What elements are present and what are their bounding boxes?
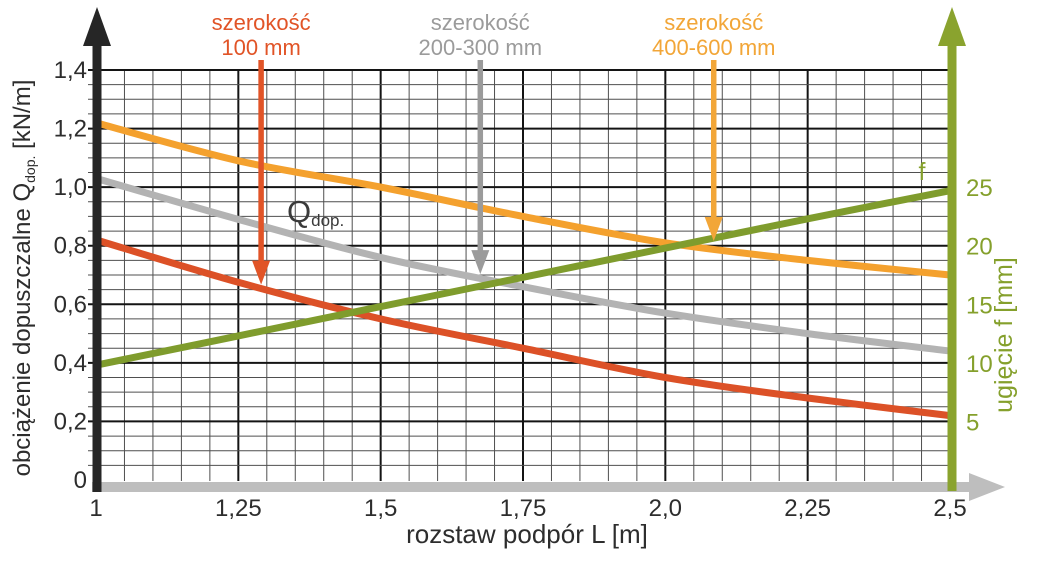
x-tick-label: 1 xyxy=(89,495,102,522)
series-ugi-cie-f xyxy=(92,187,954,369)
y-left-axis-title: obciążenie dopuszczalne Qdop. [kN/m] xyxy=(9,80,38,477)
y-left-tick-label: 0,2 xyxy=(54,408,87,435)
y-right-tick-label: 20 xyxy=(966,234,993,261)
y-left-tick-label: 0 xyxy=(74,467,87,494)
x-tick-label: 2,0 xyxy=(649,495,682,522)
inline-labels: Qdop. f xyxy=(287,158,926,230)
y-left-tick-label: 1,0 xyxy=(54,174,87,201)
callout-arrowhead xyxy=(471,250,490,275)
callout-label-line1: szerokość xyxy=(431,10,530,35)
x-tick-label: 2,5 xyxy=(933,495,966,522)
axis-titles: rozstaw podpór L [m] obciążenie dopuszcza… xyxy=(9,80,1018,549)
right-axis-arrowhead xyxy=(938,7,966,46)
y-left-tick-label: 0,6 xyxy=(54,291,87,318)
y-left-tick-label: 0,4 xyxy=(54,350,87,377)
y-left-tick-label: 1,2 xyxy=(54,116,87,143)
y-left-tick-label: 1,4 xyxy=(54,57,87,84)
y-right-tick-label: 5 xyxy=(966,409,979,436)
y-right-tick-label: 15 xyxy=(966,292,993,319)
series-szeroko-200-300-mm xyxy=(92,174,954,355)
callout-arrowhead xyxy=(704,217,723,242)
x-tick-label: 2,25 xyxy=(784,495,831,522)
y-right-tick-label: 10 xyxy=(966,351,993,378)
series-szeroko-400-600-mm xyxy=(92,119,954,279)
y-left-tick-label: 0,8 xyxy=(54,233,87,260)
series-szeroko-100-mm xyxy=(92,236,954,420)
left-axis-arrowhead xyxy=(83,7,111,46)
y-right-tick-label: 25 xyxy=(966,175,993,202)
x-axis-bar xyxy=(92,482,972,492)
callout-label-line2: 200-300 mm xyxy=(419,35,543,60)
x-tick-label: 1,25 xyxy=(215,495,262,522)
x-tick-label: 1,5 xyxy=(364,495,397,522)
series xyxy=(92,119,954,420)
callout-label-line2: 100 mm xyxy=(221,35,300,60)
x-axis-arrowhead xyxy=(969,473,1005,501)
left-axis-bar xyxy=(92,44,102,492)
qdop-label: Qdop. xyxy=(287,194,344,230)
x-axis-title: rozstaw podpór L [m] xyxy=(406,519,648,549)
y-right-axis-title: ugięcie f [mm] xyxy=(990,257,1018,413)
x-tick-label: 1,75 xyxy=(500,495,547,522)
tick-labels: 1 1,25 1,5 1,75 2,0 2,25 2,5 1,4 1,2 1,0 0,8 0,6 0,4… xyxy=(54,57,993,522)
right-axis xyxy=(938,7,966,491)
left-axis xyxy=(83,7,111,492)
callout-arrowhead xyxy=(252,260,271,285)
x-axis xyxy=(92,473,1005,501)
right-axis-bar xyxy=(947,44,957,491)
callout-label-line1: szerokość xyxy=(212,10,311,35)
callout-label-line1: szerokość xyxy=(664,10,763,35)
callout-label-line2: 400-600 mm xyxy=(652,35,776,60)
f-label: f xyxy=(919,158,926,186)
